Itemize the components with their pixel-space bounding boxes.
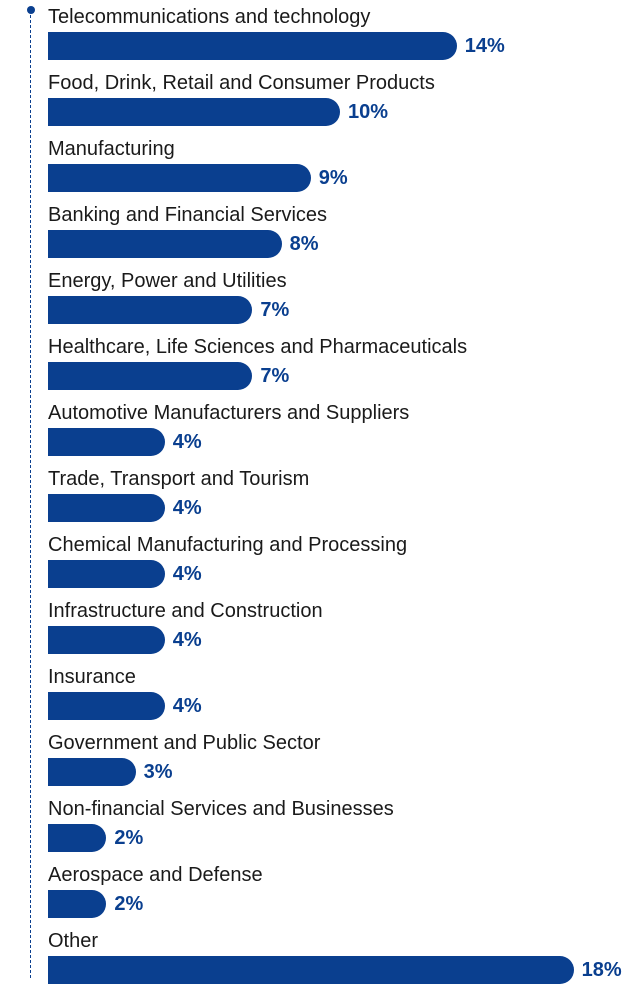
value-label: 2% bbox=[114, 827, 144, 849]
bar bbox=[48, 362, 253, 390]
category-label: Chemical Manufacturing and Processing bbox=[48, 534, 408, 556]
category-label: Infrastructure and Construction bbox=[48, 600, 323, 622]
value-label: 14% bbox=[464, 35, 505, 57]
value-label: 10% bbox=[348, 101, 389, 123]
value-label: 7% bbox=[260, 299, 290, 321]
bar bbox=[48, 32, 457, 60]
category-label: Healthcare, Life Sciences and Pharmaceut… bbox=[48, 336, 468, 358]
bar bbox=[48, 824, 107, 852]
category-label: Insurance bbox=[48, 666, 136, 688]
bar bbox=[48, 230, 282, 258]
value-label: 4% bbox=[172, 695, 202, 717]
bar bbox=[48, 560, 165, 588]
value-label: 4% bbox=[172, 629, 202, 651]
value-label: 9% bbox=[318, 167, 348, 189]
bar bbox=[48, 758, 136, 786]
bar bbox=[48, 956, 574, 984]
bar bbox=[48, 164, 311, 192]
axis-start-dot bbox=[27, 6, 35, 14]
bar bbox=[48, 98, 340, 126]
category-label: Aerospace and Defense bbox=[48, 864, 263, 886]
category-label: Telecommunications and technology bbox=[48, 6, 371, 28]
category-label: Banking and Financial Services bbox=[48, 204, 328, 226]
category-label: Trade, Transport and Tourism bbox=[48, 468, 310, 490]
category-label: Manufacturing bbox=[48, 138, 175, 160]
value-label: 18% bbox=[581, 959, 622, 981]
value-label: 2% bbox=[114, 893, 144, 915]
value-label: 4% bbox=[172, 497, 202, 519]
value-label: 4% bbox=[172, 563, 202, 585]
category-label: Food, Drink, Retail and Consumer Product… bbox=[48, 72, 435, 94]
bar bbox=[48, 626, 165, 654]
category-label: Other bbox=[48, 930, 99, 952]
bar bbox=[48, 296, 253, 324]
bar bbox=[48, 494, 165, 522]
category-label: Government and Public Sector bbox=[48, 732, 321, 754]
bar bbox=[48, 692, 165, 720]
dashed-axis-line bbox=[30, 10, 31, 978]
value-label: 8% bbox=[289, 233, 319, 255]
bar bbox=[48, 890, 107, 918]
category-label: Energy, Power and Utilities bbox=[48, 270, 287, 292]
value-label: 3% bbox=[143, 761, 173, 783]
category-label: Automotive Manufacturers and Suppliers bbox=[48, 402, 410, 424]
category-label: Non-financial Services and Businesses bbox=[48, 798, 394, 820]
bar bbox=[48, 428, 165, 456]
value-label: 7% bbox=[260, 365, 290, 387]
value-label: 4% bbox=[172, 431, 202, 453]
